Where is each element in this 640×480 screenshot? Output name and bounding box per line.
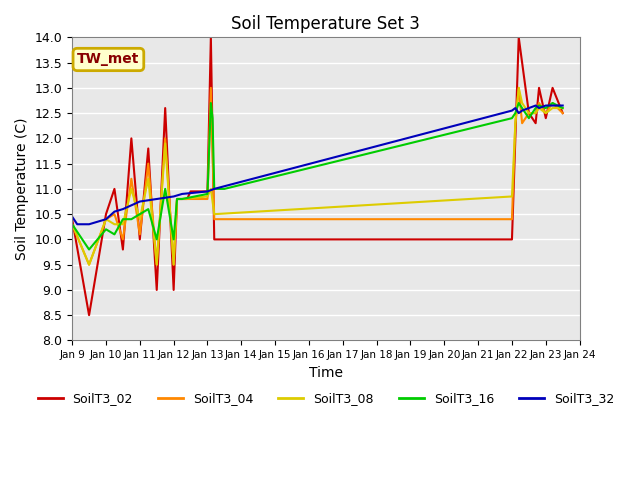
Y-axis label: Soil Temperature (C): Soil Temperature (C)	[15, 118, 29, 260]
X-axis label: Time: Time	[309, 366, 343, 380]
Title: Soil Temperature Set 3: Soil Temperature Set 3	[232, 15, 420, 33]
Text: TW_met: TW_met	[77, 52, 140, 67]
Legend: SoilT3_02, SoilT3_04, SoilT3_08, SoilT3_16, SoilT3_32: SoilT3_02, SoilT3_04, SoilT3_08, SoilT3_…	[33, 387, 620, 410]
